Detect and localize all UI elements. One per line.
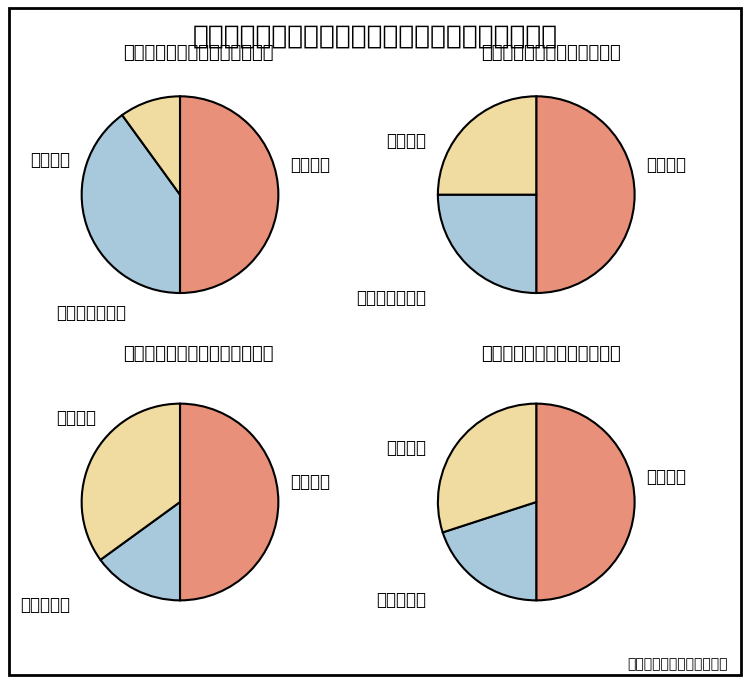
Wedge shape: [100, 502, 180, 600]
Wedge shape: [180, 404, 278, 600]
Wedge shape: [82, 404, 180, 560]
Text: 増加した: 増加した: [290, 156, 330, 174]
Wedge shape: [122, 96, 180, 195]
Wedge shape: [536, 96, 634, 293]
Text: 変わらない: 変わらない: [376, 591, 426, 609]
Text: 減少する: 減少する: [56, 409, 97, 428]
Text: 売上額および採算（経常利益）に関する企業の動向: 売上額および採算（経常利益）に関する企業の動向: [193, 24, 557, 50]
Wedge shape: [438, 96, 536, 195]
Text: 増加する: 増加する: [646, 469, 686, 486]
Text: 減少した: 減少した: [386, 132, 426, 150]
Wedge shape: [536, 404, 634, 600]
Wedge shape: [82, 115, 180, 293]
Wedge shape: [438, 195, 536, 293]
Text: 変わらなかった: 変わらなかった: [356, 289, 426, 307]
Text: 増加した: 増加した: [646, 156, 686, 174]
Text: 減少する: 減少する: [386, 439, 426, 457]
Text: 変わらなかった: 変わらなかった: [56, 304, 126, 322]
Text: 変わらない: 変わらない: [20, 596, 70, 614]
Wedge shape: [180, 96, 278, 293]
Text: 売上額が前期（前年）に比べて: 売上額が前期（前年）に比べて: [124, 44, 274, 62]
Text: 来期（来年）の売上額の見通し: 来期（来年）の売上額の見通し: [124, 345, 274, 363]
Wedge shape: [438, 404, 536, 532]
Text: 来期（来年）の換算の見通し: 来期（来年）の換算の見通し: [482, 345, 621, 363]
Text: 増加する: 増加する: [290, 473, 330, 491]
Text: 減少した: 減少した: [30, 151, 70, 169]
Text: 全国自動車用品工業会調べ: 全国自動車用品工業会調べ: [627, 657, 728, 671]
Text: 採算は前期（前年）に比べて: 採算は前期（前年）に比べて: [482, 44, 621, 62]
Wedge shape: [442, 502, 536, 600]
